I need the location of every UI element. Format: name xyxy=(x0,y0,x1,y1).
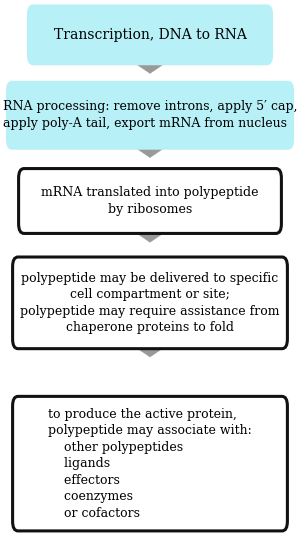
Polygon shape xyxy=(133,339,167,357)
Polygon shape xyxy=(133,139,167,158)
Polygon shape xyxy=(133,55,167,73)
Text: polypeptide may be delivered to specific
cell compartment or site;
polypeptide m: polypeptide may be delivered to specific… xyxy=(20,272,280,334)
Text: RNA processing: remove introns, apply 5′ cap,
apply poly-A tail, export mRNA fro: RNA processing: remove introns, apply 5′… xyxy=(3,100,297,130)
Text: Transcription, DNA to RNA: Transcription, DNA to RNA xyxy=(54,28,246,42)
FancyBboxPatch shape xyxy=(13,397,287,531)
FancyBboxPatch shape xyxy=(28,5,272,64)
Polygon shape xyxy=(133,224,167,242)
FancyBboxPatch shape xyxy=(19,168,281,234)
FancyBboxPatch shape xyxy=(7,81,293,149)
Text: mRNA translated into polypeptide
by ribosomes: mRNA translated into polypeptide by ribo… xyxy=(41,186,259,216)
FancyBboxPatch shape xyxy=(13,257,287,349)
Text: to produce the active protein,
polypeptide may associate with:
    other polypep: to produce the active protein, polypepti… xyxy=(48,408,252,519)
